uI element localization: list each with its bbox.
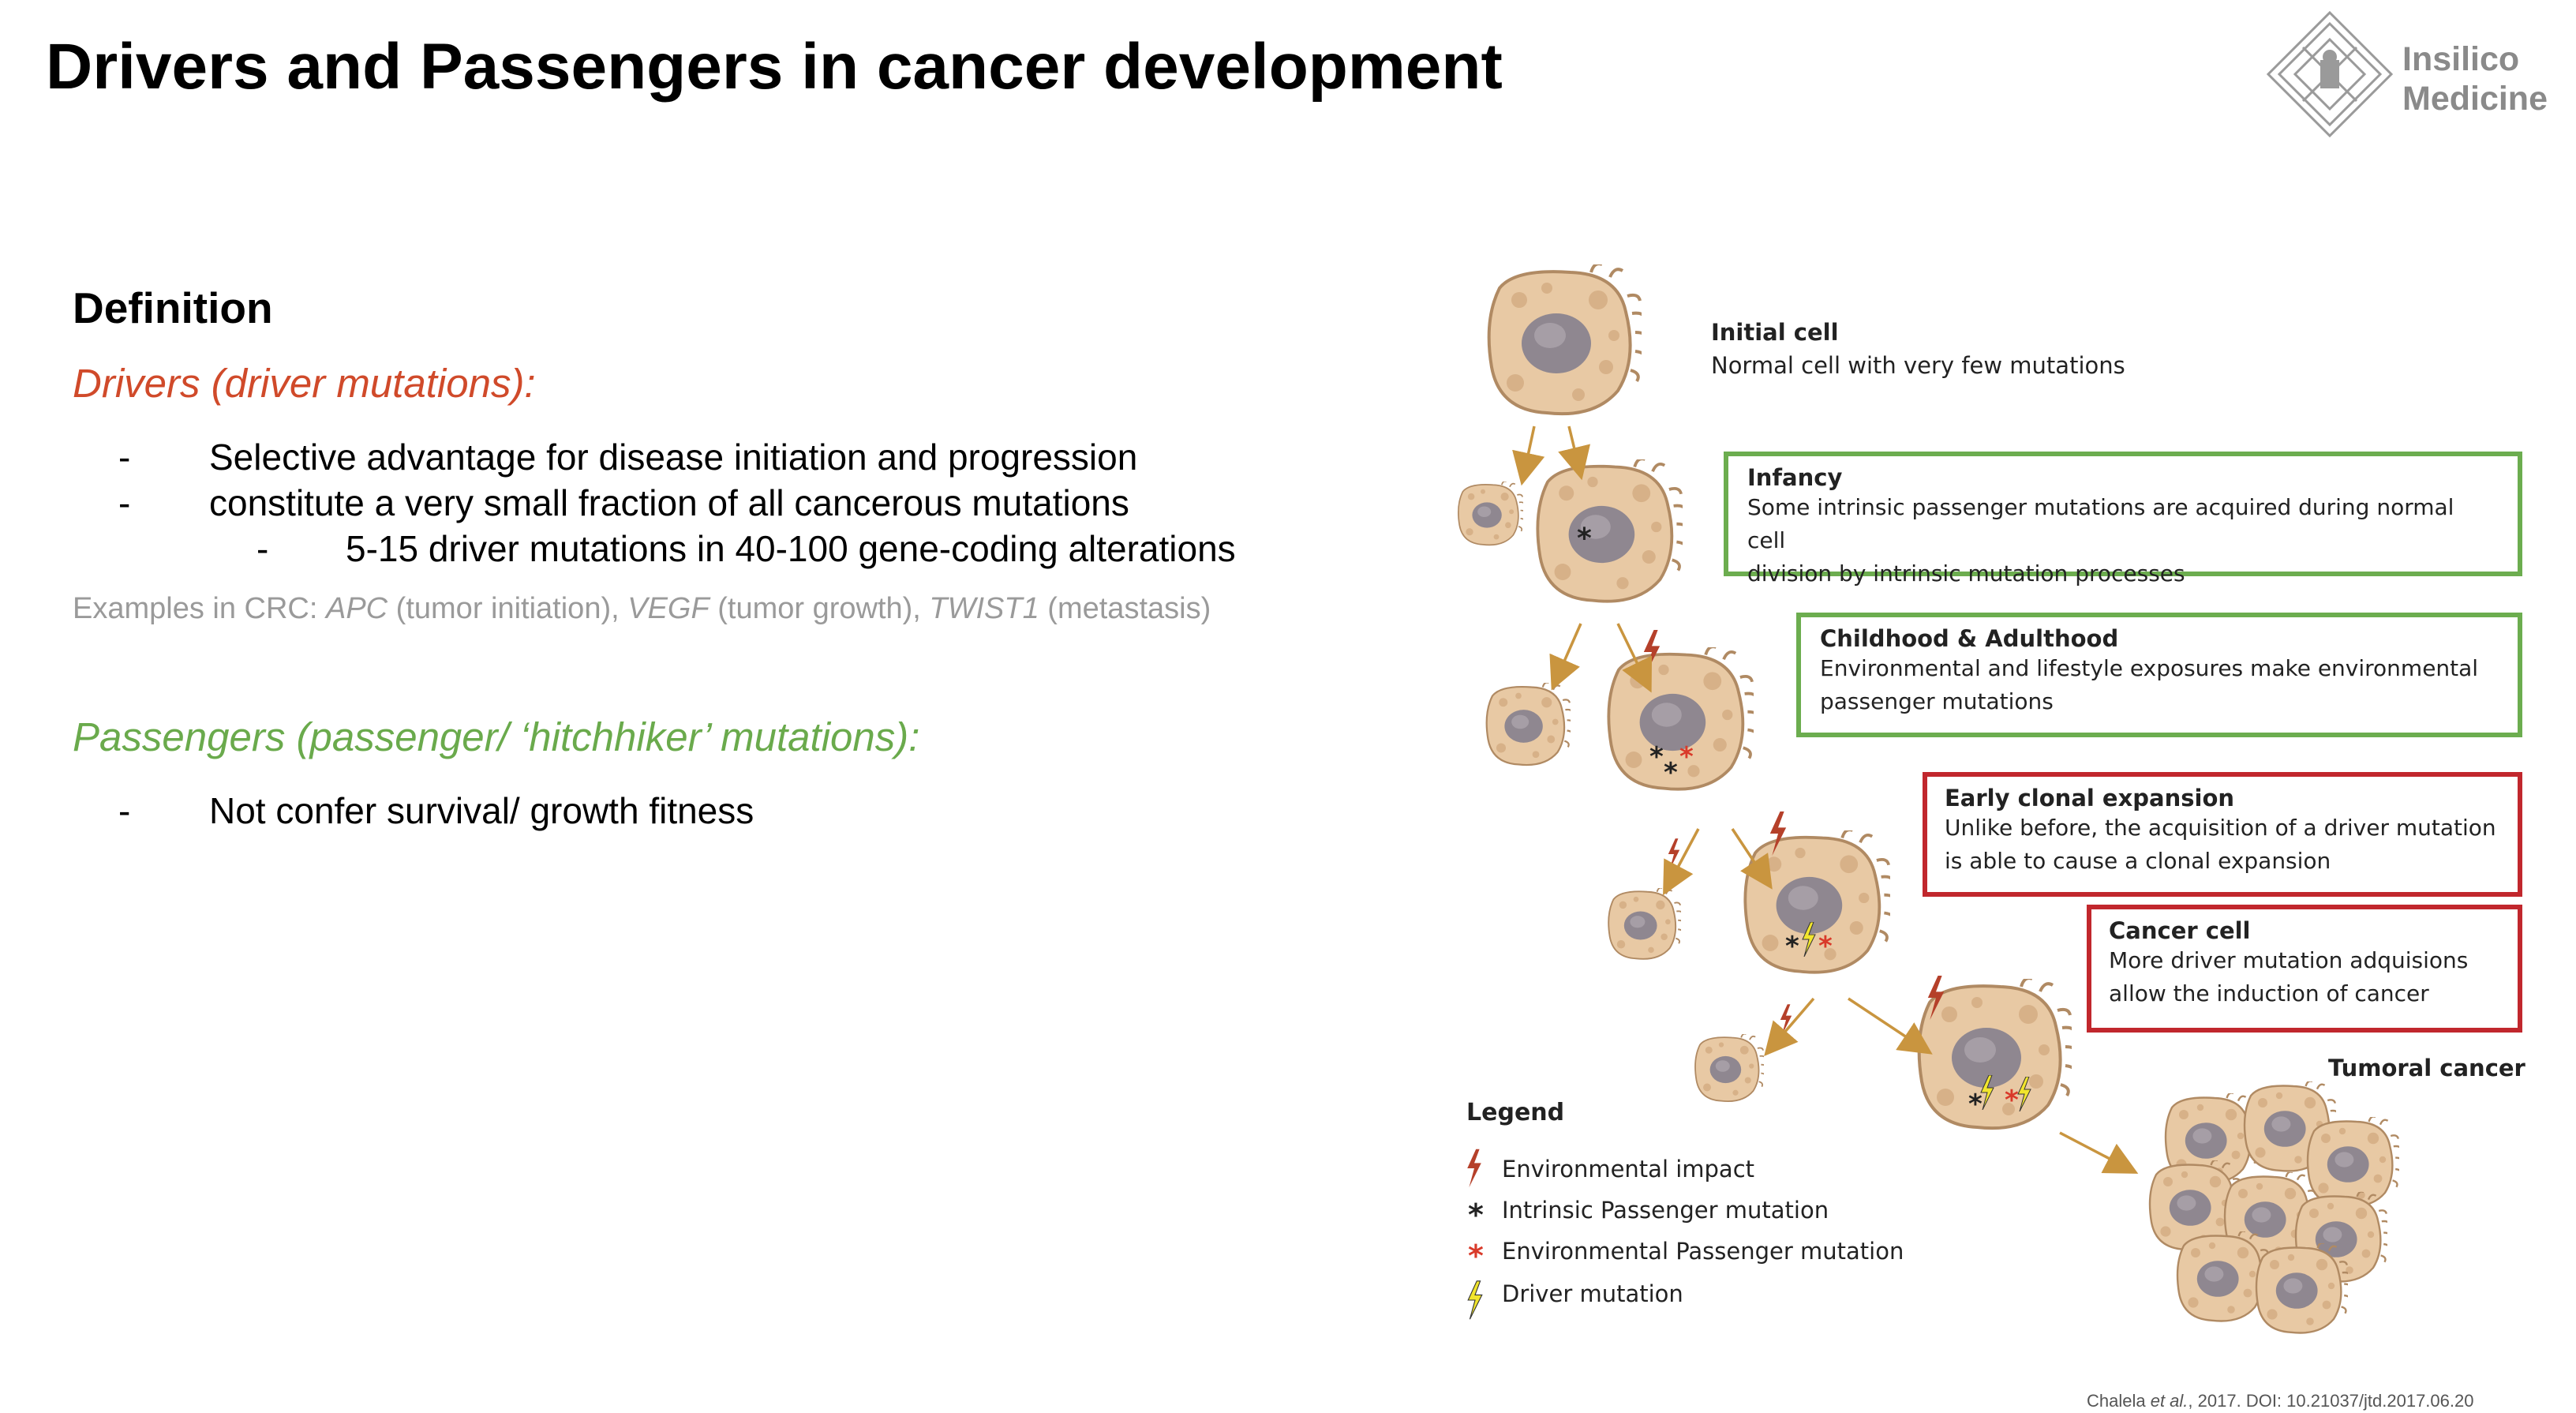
definition-heading: Definition: [73, 283, 273, 332]
logo-line-2: Medicine: [2402, 80, 2548, 118]
stage-desc-line: Some intrinsic passenger mutations are a…: [1747, 494, 2454, 553]
stage-desc-line: allow the induction of cancer: [2109, 980, 2429, 1006]
intrinsic-passenger-icon: *: [1468, 1197, 1484, 1232]
passenger-bullet-1: Not confer survival/ growth fitness: [209, 790, 754, 831]
stage-desc-line: is able to cause a clonal expansion: [1945, 848, 2331, 874]
legend-item-intrinsic-passenger: Intrinsic Passenger mutation: [1502, 1197, 1829, 1224]
stage-box-infancy: Infancy Some intrinsic passenger mutatio…: [1724, 452, 2522, 587]
citation-author: Chalela: [2087, 1391, 2151, 1411]
driver-bullet-3: 5-15 driver mutations in 40-100 gene-cod…: [346, 528, 1236, 569]
bullet-dash: -: [118, 790, 131, 831]
drivers-heading: Drivers (driver mutations):: [73, 361, 536, 406]
example-gene-vegf: VEGF: [627, 592, 710, 625]
tumor-cluster: [2148, 1081, 2399, 1334]
cancer-cell: [1917, 979, 2072, 1130]
insilico-logo: Insilico Medicine: [2259, 8, 2567, 142]
svg-text:*: *: [1664, 757, 1678, 789]
citation: Chalela et al., 2017. DOI: 10.21037/jtd.…: [2087, 1391, 2473, 1411]
bullet-dash: -: [256, 528, 269, 569]
example-gene-twist1: TWIST1: [929, 592, 1039, 625]
citation-etal: et al.: [2150, 1391, 2188, 1411]
stage-title: Infancy: [1747, 464, 1843, 491]
logo-text: Insilico Medicine: [2402, 39, 2548, 118]
environmental-impact-icon: [1467, 1149, 1481, 1188]
bullet-dash: -: [118, 482, 131, 523]
crc-examples: Examples in CRC: APC (tumor initiation),…: [73, 592, 1211, 626]
examples-prefix: Examples in CRC:: [73, 592, 326, 625]
stage-desc-line: Environmental and lifestyle exposures ma…: [1820, 655, 2479, 681]
svg-text:*: *: [2005, 1085, 2019, 1116]
svg-text:*: *: [1577, 523, 1592, 555]
driver-bullet-1: Selective advantage for disease initiati…: [209, 437, 1138, 478]
stage-desc-line: division by intrinsic mutation processes: [1747, 560, 2185, 587]
passengers-heading: Passengers (passenger/ ‘hitchhiker’ muta…: [73, 714, 920, 759]
legend-title: Legend: [1466, 1099, 1565, 1126]
stage-title: Early clonal expansion: [1945, 785, 2235, 811]
tumoral-cancer-label: Tumoral cancer: [2328, 1055, 2525, 1081]
stage-desc-line: passenger mutations: [1820, 688, 2054, 714]
citation-rest: , 2017. DOI: 10.21037/jtd.2017.06.20: [2188, 1391, 2474, 1411]
svg-text:*: *: [1649, 741, 1664, 773]
example-gene-apc: APC: [325, 592, 388, 625]
initial-cell-label: Initial cell Normal cell with very few m…: [1711, 316, 2125, 382]
page-title: Drivers and Passengers in cancer develop…: [46, 31, 1503, 103]
svg-text:*: *: [1785, 931, 1799, 962]
daughter-cell: [1457, 482, 1523, 546]
stage-desc-line: Unlike before, the acquisition of a driv…: [1945, 815, 2496, 841]
initial-cell-title: Initial cell: [1711, 319, 1839, 346]
example-desc-vegf: (tumor growth),: [709, 592, 930, 625]
bullet-dash: -: [118, 437, 131, 478]
svg-text:*: *: [1818, 931, 1833, 962]
stage-title: Cancer cell: [2109, 917, 2251, 944]
stage-box-childhood-adulthood: Childhood & Adulthood Environmental and …: [1796, 613, 2522, 737]
stage-box-early-clonal-expansion: Early clonal expansion Unlike before, th…: [1923, 772, 2522, 897]
stage-title: Childhood & Adulthood: [1820, 625, 2119, 652]
legend-item-environmental-passenger: Environmental Passenger mutation: [1502, 1238, 1904, 1265]
progression-arrows: [1512, 425, 2139, 1174]
example-desc-twist1: (metastasis): [1039, 592, 1211, 625]
initial-cell: [1487, 264, 1642, 416]
driver-bullet-2: constitute a very small fraction of all …: [209, 482, 1129, 523]
svg-text:*: *: [1968, 1089, 1983, 1120]
driver-mutation-icon: [1467, 1280, 1483, 1320]
infancy-cell: [1536, 459, 1683, 603]
logo-line-1: Insilico: [2402, 40, 2520, 78]
example-desc-apc: (tumor initiation),: [388, 592, 628, 625]
daughter-cell: [1608, 888, 1681, 960]
svg-text:*: *: [1679, 741, 1694, 773]
stage-desc-line: More driver mutation adquisions: [2109, 947, 2469, 973]
initial-cell-desc: Normal cell with very few mutations: [1711, 352, 2125, 379]
daughter-cell: [1694, 1034, 1764, 1103]
logo-diamond-icon: [2266, 10, 2394, 138]
daughter-cell: [1485, 683, 1571, 766]
legend-item-driver-mutation: Driver mutation: [1502, 1280, 1683, 1307]
stage-box-cancer-cell: Cancer cell More driver mutation adquisi…: [2087, 905, 2522, 1033]
legend-item-environmental-impact: Environmental impact: [1502, 1156, 1755, 1182]
environmental-passenger-icon: *: [1468, 1239, 1484, 1273]
